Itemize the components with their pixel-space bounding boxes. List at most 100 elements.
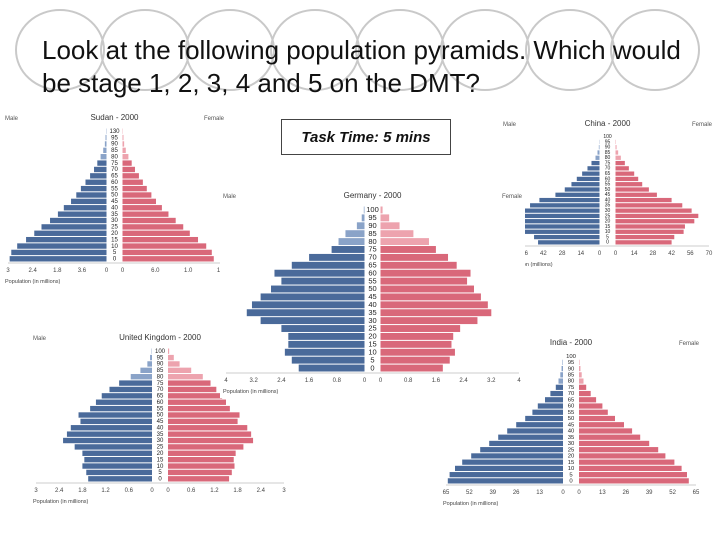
female-bar	[122, 192, 152, 198]
female-bar	[579, 478, 689, 484]
male-bar	[63, 437, 152, 444]
age-tick-label: 0	[158, 477, 162, 483]
male-bar	[291, 261, 365, 269]
male-bar	[288, 340, 365, 348]
female-bar	[579, 447, 659, 453]
female-bar	[615, 197, 672, 203]
age-tick-label: 75	[368, 245, 376, 254]
male-bar	[50, 217, 107, 224]
female-bar	[615, 208, 692, 213]
male-bar	[507, 428, 563, 434]
x-tick-label: 0	[561, 490, 565, 496]
age-tick-label: 10	[157, 464, 164, 470]
x-tick-label: 28	[559, 251, 566, 257]
x-tick-label: 4	[224, 378, 228, 384]
age-tick-label: 0	[370, 363, 374, 372]
male-bar	[41, 224, 107, 230]
pyramid-title: Sudan - 2000	[90, 113, 139, 122]
female-bar	[122, 205, 162, 211]
female-bar	[615, 219, 695, 224]
female-bar	[168, 437, 254, 444]
male-bar	[331, 246, 365, 253]
male-bar	[281, 277, 365, 285]
male-bar	[94, 166, 107, 173]
female-bar	[615, 145, 617, 150]
pyramid-title: India - 2000	[550, 338, 593, 347]
female-bar	[615, 240, 672, 245]
female-bar	[380, 238, 429, 246]
age-tick-label: 0	[113, 257, 117, 263]
female-bar	[168, 469, 232, 476]
male-bar	[82, 463, 152, 469]
age-tick-label: 65	[605, 171, 611, 177]
female-bar	[168, 399, 226, 405]
age-tick-label: 55	[605, 182, 611, 188]
age-tick-label: 85	[605, 150, 611, 156]
male-bar	[130, 374, 152, 380]
x-tick-label: 70	[706, 251, 713, 257]
female-bar	[579, 378, 584, 384]
age-tick-label: 0	[569, 479, 573, 485]
male-bar	[9, 256, 107, 262]
male-bar	[246, 309, 365, 317]
age-tick-label: 15	[157, 457, 164, 463]
age-tick-label: 25	[368, 324, 376, 333]
age-tick-label: 95	[568, 360, 575, 366]
male-bar	[76, 192, 107, 198]
pyramid-title: United Kingdom - 2000	[119, 333, 201, 342]
x-axis-label: Population (in millions)	[223, 389, 278, 395]
female-bar	[579, 390, 591, 397]
pyramid-title: Germany - 2000	[344, 191, 402, 200]
male-bar	[84, 456, 152, 463]
female-bar	[615, 192, 657, 197]
male-bar	[101, 393, 152, 399]
male-bar	[595, 155, 600, 160]
female-bar	[380, 301, 488, 309]
age-tick-label: 10	[368, 347, 376, 356]
female-bar	[168, 386, 217, 393]
age-tick-label: 50	[111, 193, 118, 199]
male-bar	[80, 418, 152, 425]
x-tick-label: 0.8	[333, 378, 342, 384]
age-tick-label: 40	[111, 205, 118, 211]
age-tick-label: 20	[605, 219, 611, 225]
age-tick-label: 55	[111, 186, 118, 192]
age-tick-label: 70	[605, 166, 611, 172]
age-tick-label: 75	[157, 381, 164, 387]
age-tick-label: 25	[111, 225, 118, 231]
male-bar	[260, 293, 365, 301]
x-tick-label: 3	[6, 268, 10, 274]
female-bar	[615, 187, 649, 192]
female-bar	[122, 134, 124, 141]
female-bar	[380, 332, 454, 340]
female-bar	[579, 397, 597, 403]
x-tick-label: 39	[646, 490, 653, 496]
x-tick-label: 0	[577, 490, 581, 496]
male-bar	[88, 476, 152, 482]
female-bar	[380, 309, 492, 317]
x-tick-label: 0.6	[187, 488, 196, 494]
female-bar	[579, 365, 581, 372]
age-tick-label: 5	[370, 355, 374, 364]
female-label: Female	[204, 116, 225, 122]
male-bar	[147, 361, 152, 367]
x-tick-label: 1.8	[53, 268, 62, 274]
age-tick-label: 35	[111, 212, 118, 218]
age-tick-label: 45	[111, 199, 118, 205]
female-bar	[615, 182, 643, 187]
female-bar	[122, 243, 207, 249]
x-tick-label: 1.2	[101, 488, 110, 494]
male-bar	[90, 405, 152, 412]
pyramid-china: China - 2000 Male Female 100 95 90 85 80 75 70 65 6…	[500, 116, 715, 271]
x-tick-label: 0	[614, 251, 618, 257]
female-bar	[615, 224, 685, 229]
age-tick-label: 95	[605, 139, 611, 145]
male-bar	[550, 390, 563, 397]
age-tick-label: 20	[568, 454, 575, 460]
female-bar	[380, 222, 400, 230]
female-bar	[380, 214, 390, 222]
x-tick-label: 3.2	[250, 378, 259, 384]
male-bar	[455, 465, 563, 472]
x-tick-label: 14	[631, 251, 638, 257]
male-bar	[298, 364, 365, 372]
